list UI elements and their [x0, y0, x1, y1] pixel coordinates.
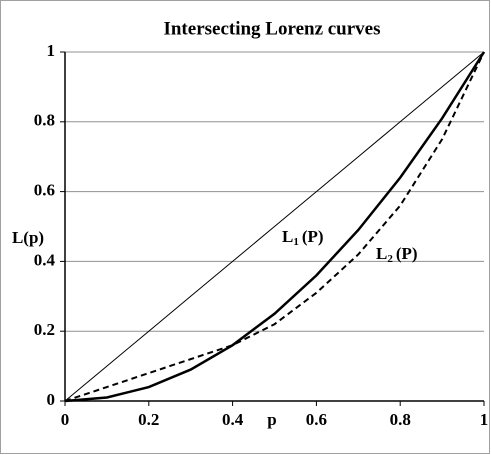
y-tick-label: 0.2	[34, 320, 55, 339]
annotation: L2 (P)	[376, 244, 418, 265]
x-tick-label: 1	[480, 410, 489, 429]
x-tick-label: 0.8	[390, 410, 411, 429]
x-tick-label: 0.2	[138, 410, 159, 429]
annotation-sub: 1	[293, 236, 299, 248]
x-tick-label: 0	[61, 410, 70, 429]
annotation-sub: 2	[387, 253, 393, 265]
annotation: L1 (P)	[282, 227, 324, 248]
annotation-rest: (P)	[302, 227, 324, 246]
series-line	[64, 51, 486, 403]
annotation-base: L	[376, 244, 387, 263]
x-tick-label: 0.6	[306, 410, 327, 429]
y-tick-label: 0	[47, 390, 56, 409]
x-axis-label: p	[267, 410, 276, 429]
y-tick-label: 0.8	[34, 111, 55, 130]
series-line	[64, 51, 485, 402]
y-axis-label: L(p)	[12, 228, 44, 247]
chart-title: Intersecting Lorenz curves	[163, 18, 380, 39]
y-tick-label: 0.4	[34, 250, 56, 269]
y-tick-label: 0.6	[34, 181, 55, 200]
annotation-base: L	[282, 227, 293, 246]
x-tick-label: 0.4	[222, 410, 244, 429]
y-tick-label: 1	[47, 41, 56, 60]
series-line	[64, 51, 485, 402]
annotation-rest: (P)	[396, 244, 418, 263]
